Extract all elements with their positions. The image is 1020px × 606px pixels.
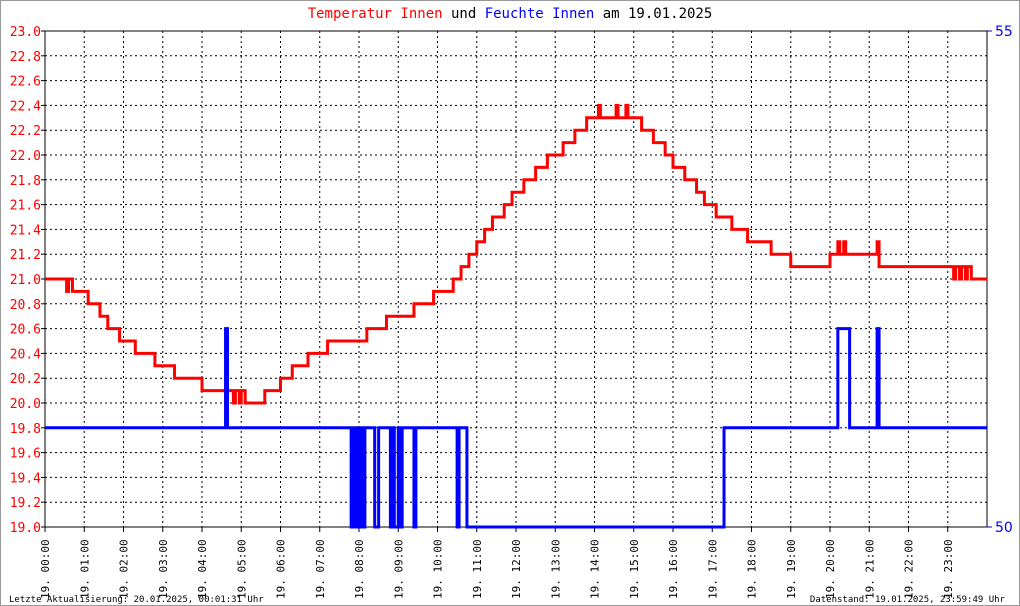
- x-tick-label: 19. 18:00: [746, 539, 759, 599]
- x-tick-label: 19. 13:00: [549, 539, 562, 599]
- x-tick-label: 19. 04:00: [196, 539, 209, 599]
- y-left-tick-label: 21.6: [10, 199, 41, 214]
- y-right-tick-label: 55: [995, 24, 1013, 40]
- y-left-tick-label: 19.0: [10, 521, 41, 536]
- series-humidity: [45, 327, 987, 529]
- y-left-tick-label: 23.0: [10, 25, 41, 40]
- x-tick-label: 19. 12:00: [510, 539, 523, 599]
- y-left-tick-label: 19.8: [10, 422, 41, 437]
- y-left-tick-label: 20.0: [10, 397, 41, 412]
- x-tick-label: 19. 03:00: [157, 539, 170, 599]
- title-hum: Feuchte Innen: [484, 6, 595, 22]
- y-left-tick-label: 22.2: [10, 124, 41, 139]
- x-tick-label: 19. 22:00: [903, 539, 916, 599]
- x-tick-label: 19. 14:00: [589, 539, 602, 599]
- x-tick-label: 19. 15:00: [628, 539, 641, 599]
- y-left-tick-label: 21.8: [10, 174, 41, 189]
- x-tick-label: 19. 06:00: [275, 539, 288, 599]
- x-tick-label: 19. 05:00: [235, 539, 248, 599]
- x-tick-label: 19. 07:00: [314, 539, 327, 599]
- x-tick-label: 19. 17:00: [706, 539, 719, 599]
- title-und: und: [442, 6, 485, 22]
- x-tick-label: 19. 00:00: [39, 539, 52, 599]
- x-tick-label: 19. 21:00: [863, 539, 876, 599]
- x-tick-label: 19. 09:00: [392, 539, 405, 599]
- x-tick-label: 19. 11:00: [471, 539, 484, 599]
- y-left-tick-label: 22.4: [10, 99, 41, 114]
- x-tick-label: 19. 16:00: [667, 539, 680, 599]
- y-left-tick-label: 22.0: [10, 149, 41, 164]
- y-left-tick-label: 19.6: [10, 447, 41, 462]
- y-right-tick-label: 50: [995, 520, 1013, 536]
- y-left-tick-label: 21.4: [10, 223, 41, 238]
- y-left-tick-label: 20.6: [10, 323, 41, 338]
- x-tick-label: 19. 10:00: [432, 539, 445, 599]
- title-date: am 19.01.2025: [594, 6, 713, 22]
- y-left-tick-label: 22.8: [10, 50, 41, 65]
- y-left-tick-label: 19.2: [10, 496, 41, 511]
- x-tick-label: 19. 01:00: [78, 539, 91, 599]
- y-left-tick-label: 21.2: [10, 248, 41, 263]
- y-left-tick-label: 20.4: [10, 347, 41, 362]
- x-tick-label: 19. 08:00: [353, 539, 366, 599]
- title-temp: Temperatur Innen: [307, 6, 443, 22]
- y-left-tick-label: 21.0: [10, 273, 41, 288]
- x-tick-label: 19. 20:00: [824, 539, 837, 599]
- data-timestamp: Datenstand: 19.01.2025, 23:59:49 Uhr: [809, 595, 1005, 605]
- x-tick-label: 19. 02:00: [118, 539, 131, 599]
- last-update: Letzte Aktualisierung: 20.01.2025, 00:01…: [9, 595, 264, 605]
- x-tick-label: 19. 23:00: [942, 539, 955, 599]
- y-left-tick-label: 19.4: [10, 471, 41, 486]
- y-left-tick-label: 22.6: [10, 75, 41, 90]
- chart-title: Temperatur Innen und Feuchte Innen am 19…: [1, 6, 1019, 22]
- y-left-tick-label: 20.2: [10, 372, 41, 387]
- x-tick-label: 19. 19:00: [785, 539, 798, 599]
- y-left-tick-label: 20.8: [10, 298, 41, 313]
